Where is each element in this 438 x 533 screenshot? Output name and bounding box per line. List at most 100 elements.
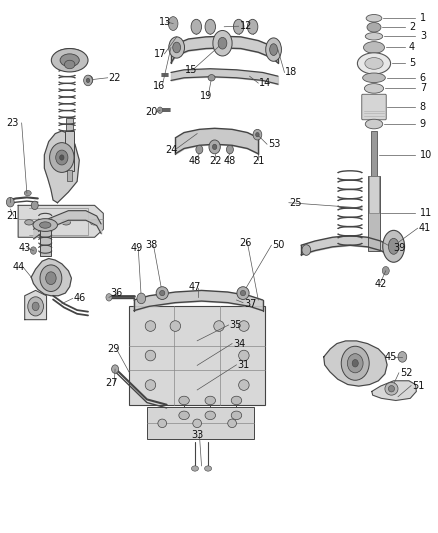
Text: 46: 46	[74, 293, 86, 303]
Text: 17: 17	[154, 49, 167, 59]
Circle shape	[137, 293, 146, 304]
Text: 50: 50	[272, 240, 285, 250]
Circle shape	[31, 201, 38, 209]
Circle shape	[256, 133, 259, 137]
Circle shape	[398, 352, 407, 362]
Circle shape	[209, 140, 220, 154]
Ellipse shape	[367, 22, 381, 32]
Ellipse shape	[145, 350, 155, 361]
Bar	[369, 176, 379, 213]
Ellipse shape	[231, 411, 242, 419]
Text: 27: 27	[106, 378, 118, 389]
Ellipse shape	[179, 396, 189, 405]
Ellipse shape	[193, 419, 201, 427]
Text: 2: 2	[409, 22, 415, 33]
Ellipse shape	[364, 42, 385, 53]
Ellipse shape	[62, 220, 71, 225]
Ellipse shape	[341, 346, 369, 380]
Ellipse shape	[365, 58, 383, 69]
Ellipse shape	[383, 230, 405, 262]
Circle shape	[112, 365, 119, 373]
Ellipse shape	[179, 411, 189, 419]
Text: 52: 52	[400, 368, 412, 378]
Circle shape	[86, 78, 90, 83]
Ellipse shape	[24, 190, 31, 196]
Ellipse shape	[54, 49, 85, 64]
Ellipse shape	[46, 272, 56, 285]
Ellipse shape	[56, 150, 68, 165]
Circle shape	[30, 247, 36, 254]
Text: 42: 42	[374, 279, 387, 288]
Ellipse shape	[51, 49, 88, 72]
Text: 9: 9	[420, 119, 426, 129]
Ellipse shape	[347, 354, 363, 373]
Circle shape	[106, 294, 112, 301]
Ellipse shape	[159, 290, 165, 296]
Text: 38: 38	[146, 240, 158, 250]
Ellipse shape	[28, 297, 43, 316]
Circle shape	[157, 107, 162, 114]
Text: 51: 51	[412, 381, 424, 391]
Ellipse shape	[240, 290, 246, 296]
Ellipse shape	[233, 19, 244, 34]
Text: 3: 3	[420, 31, 426, 42]
Text: 5: 5	[409, 59, 415, 68]
Bar	[368, 176, 380, 251]
Ellipse shape	[231, 396, 242, 405]
Ellipse shape	[247, 19, 258, 34]
Text: 39: 39	[394, 243, 406, 253]
Ellipse shape	[385, 382, 398, 395]
Circle shape	[253, 130, 262, 140]
Bar	[147, 407, 254, 439]
Ellipse shape	[363, 73, 385, 83]
Polygon shape	[372, 381, 417, 400]
Polygon shape	[324, 341, 387, 386]
Ellipse shape	[205, 466, 212, 471]
Text: 45: 45	[385, 352, 397, 362]
Text: 41: 41	[419, 223, 431, 233]
Ellipse shape	[365, 119, 383, 129]
Ellipse shape	[158, 419, 166, 427]
Ellipse shape	[191, 466, 198, 471]
Text: 1: 1	[420, 13, 426, 23]
Ellipse shape	[168, 17, 178, 30]
Bar	[65, 131, 74, 171]
Text: 19: 19	[200, 91, 212, 101]
Text: 33: 33	[191, 430, 204, 440]
Ellipse shape	[191, 19, 201, 34]
Ellipse shape	[205, 396, 215, 405]
Ellipse shape	[173, 42, 180, 53]
Text: 22: 22	[209, 156, 222, 166]
Circle shape	[226, 146, 233, 154]
Text: 21: 21	[6, 211, 18, 221]
Text: 31: 31	[237, 360, 250, 370]
Text: 35: 35	[230, 320, 242, 330]
Circle shape	[212, 144, 217, 150]
Ellipse shape	[239, 350, 249, 361]
Ellipse shape	[39, 222, 51, 228]
Ellipse shape	[205, 19, 215, 34]
FancyBboxPatch shape	[362, 94, 386, 120]
Ellipse shape	[90, 220, 99, 225]
Ellipse shape	[218, 37, 227, 49]
Ellipse shape	[145, 321, 155, 332]
Bar	[371, 131, 378, 179]
Ellipse shape	[32, 302, 39, 311]
Text: 20: 20	[146, 107, 158, 117]
Text: 18: 18	[286, 68, 297, 77]
Ellipse shape	[364, 84, 384, 93]
Polygon shape	[25, 290, 46, 320]
Text: 12: 12	[240, 21, 252, 31]
Ellipse shape	[266, 38, 282, 61]
Ellipse shape	[237, 287, 249, 300]
Ellipse shape	[357, 53, 391, 74]
Ellipse shape	[64, 60, 75, 69]
Ellipse shape	[228, 419, 237, 427]
Text: 26: 26	[240, 238, 252, 247]
Ellipse shape	[156, 287, 168, 300]
Text: 36: 36	[111, 288, 123, 298]
Text: 44: 44	[13, 262, 25, 271]
Ellipse shape	[352, 360, 358, 367]
Ellipse shape	[60, 155, 64, 160]
Ellipse shape	[214, 321, 224, 332]
